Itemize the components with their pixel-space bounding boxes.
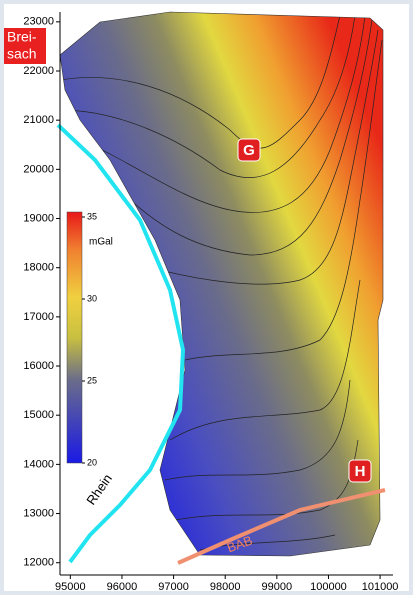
y-tick-label: 13000: [23, 507, 54, 519]
y-tick-label: 20000: [23, 163, 54, 175]
y-tick-label: 22000: [23, 65, 54, 77]
town-label: Brei-: [7, 29, 37, 45]
colorbar-tick-label: 35: [87, 211, 97, 221]
point-h-label: H: [355, 463, 366, 480]
x-tick-label: 97000: [158, 581, 189, 593]
x-tick-label: 99000: [262, 581, 293, 593]
colorbar: [66, 211, 83, 464]
x-tick-label: 98000: [210, 581, 241, 593]
point-h-marker: [348, 459, 372, 483]
river-line: [56, 123, 186, 564]
x-tick-label: 100000: [310, 581, 347, 593]
y-tick-label: 23000: [23, 16, 54, 28]
y-tick-label: 18000: [23, 262, 54, 274]
y-tick-label: 19000: [23, 212, 54, 224]
gravity-field: [59, 11, 384, 557]
town-label: sach: [7, 46, 37, 62]
y-tick-label: 15000: [23, 409, 54, 421]
y-tick-label: 21000: [23, 114, 54, 126]
colorbar-tick-label: 20: [87, 457, 97, 467]
x-tick-label: 101000: [362, 581, 399, 593]
colorbar-unit: mGal: [89, 237, 113, 248]
colorbar-tick-label: 30: [87, 293, 97, 303]
road-line: [177, 488, 386, 565]
colorbar-tick-label: 25: [87, 375, 97, 385]
y-tick-label: 14000: [23, 458, 54, 470]
point-g-label: G: [243, 142, 255, 159]
y-tick-label: 12000: [23, 557, 54, 569]
x-tick-label: 96000: [107, 581, 138, 593]
y-tick-label: 17000: [23, 311, 54, 323]
y-tick-label: 16000: [23, 360, 54, 372]
point-g-marker: [237, 138, 261, 162]
town-box: [4, 28, 46, 64]
x-tick-label: 95000: [55, 581, 86, 593]
